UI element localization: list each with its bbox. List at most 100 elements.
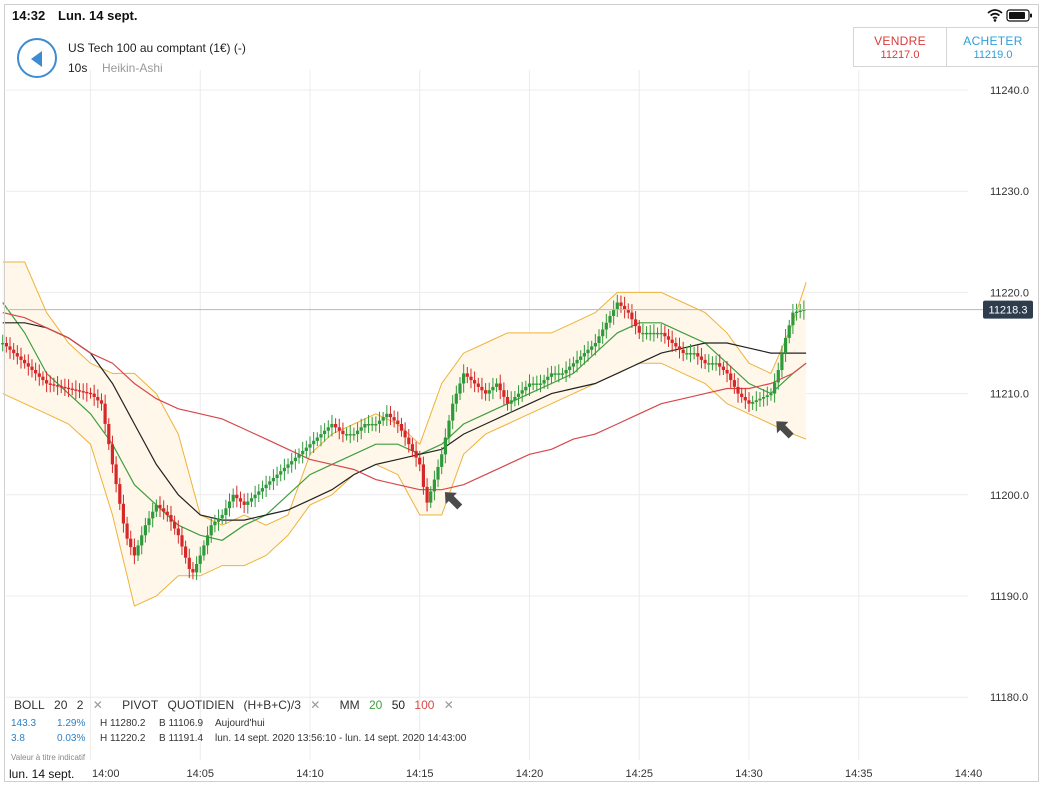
candle-body — [96, 397, 100, 401]
candle-body — [132, 547, 136, 556]
candle-body — [531, 383, 535, 385]
candle-body — [784, 337, 788, 354]
candle-body — [352, 434, 356, 436]
candle-body — [410, 444, 414, 451]
candle-body — [571, 363, 575, 367]
candle-body — [685, 353, 689, 355]
candle-body — [710, 363, 714, 365]
timeframe-selector[interactable]: 10s — [68, 61, 88, 75]
candle-body — [246, 501, 250, 505]
candle-body — [392, 417, 396, 421]
info-high: H 11220.2 — [100, 733, 146, 744]
candle-body — [151, 511, 155, 519]
candle-body — [436, 467, 440, 480]
candle-body — [388, 413, 393, 418]
candle-body — [692, 353, 696, 355]
candle-body — [403, 430, 407, 438]
candle-body — [74, 389, 78, 391]
status-date: Lun. 14 sept. — [58, 8, 138, 23]
candle-body — [776, 370, 780, 383]
candle-body — [121, 503, 125, 524]
candle-body — [582, 353, 586, 357]
candle-body — [180, 535, 184, 547]
back-button[interactable] — [17, 38, 57, 78]
candle-body — [762, 397, 766, 399]
candle-body — [56, 385, 60, 387]
candle-body — [612, 309, 616, 316]
instrument-title: US Tech 100 au comptant (1€) (-) — [68, 41, 246, 55]
status-time: 14:32 — [12, 8, 46, 23]
candle-body — [688, 353, 693, 355]
candle-body — [184, 546, 188, 558]
candle-body — [48, 383, 52, 385]
remove-pivot-close-icon[interactable]: ✕ — [310, 698, 321, 712]
candle-body — [162, 508, 166, 512]
candle-body — [509, 400, 513, 404]
candle-body — [520, 390, 524, 394]
candle-body — [553, 373, 557, 375]
x-tick-label: 14:35 — [845, 768, 873, 780]
candle-body — [63, 386, 67, 389]
candle-body — [524, 386, 528, 391]
status-bar: 14:32 Lun. 14 sept. — [0, 0, 1047, 30]
candle-body — [202, 545, 206, 556]
candle-body — [707, 363, 711, 365]
candle-body — [319, 434, 323, 438]
candle-body — [304, 447, 308, 451]
candle-body — [740, 393, 744, 397]
candle-body — [297, 454, 301, 458]
candle-body — [23, 359, 27, 364]
candle-body — [34, 370, 38, 374]
buy-button[interactable]: ACHETER 11219.0 — [947, 28, 1039, 66]
candle-body — [429, 491, 433, 503]
mm-50: 50 — [391, 698, 406, 712]
candle-body — [736, 386, 740, 394]
candle-body — [140, 535, 144, 546]
candle-body — [480, 386, 484, 391]
candle-body — [169, 515, 173, 522]
candle-body — [238, 498, 243, 502]
sell-button[interactable]: VENDRE 11217.0 — [854, 28, 947, 66]
candle-body — [330, 424, 334, 428]
candle-body — [264, 484, 268, 489]
candle-body — [282, 467, 286, 472]
candle-body — [516, 393, 521, 397]
candle-body — [491, 386, 495, 391]
remove-mm-close-icon[interactable]: ✕ — [443, 698, 454, 712]
candle-body — [597, 336, 601, 343]
candle-body — [385, 413, 389, 418]
current-price-label: 11218.3 — [989, 305, 1028, 317]
candle-body — [125, 523, 129, 539]
pivot-label[interactable]: PIVOT — [122, 698, 159, 712]
arrow-icon — [444, 492, 463, 510]
candle-body — [421, 464, 425, 487]
candle-body — [747, 400, 751, 404]
y-tick-label: 11230.0 — [990, 186, 1029, 198]
remove-boll-close-icon[interactable]: ✕ — [92, 698, 103, 712]
candle-body — [209, 525, 213, 536]
candle-body — [187, 557, 191, 569]
candle-body — [487, 390, 491, 394]
candle-body — [345, 434, 349, 436]
x-tick-label: 14:00 — [92, 768, 120, 780]
candle-body — [465, 373, 469, 377]
candle-body — [118, 484, 122, 504]
candle-body — [396, 420, 400, 424]
candle-body — [110, 444, 114, 465]
candle-body — [374, 424, 378, 426]
mm-label[interactable]: MM — [339, 698, 360, 712]
candle-body — [370, 424, 374, 426]
candle-body — [787, 325, 791, 338]
candle-body — [502, 390, 506, 397]
boll-label[interactable]: BOLL — [14, 698, 45, 712]
sell-label: VENDRE — [874, 34, 926, 48]
mm100-line — [2, 312, 807, 491]
candle-body — [52, 384, 56, 386]
chart-type-selector[interactable]: Heikin-Ashi — [102, 61, 163, 75]
candle-body — [681, 349, 685, 354]
disclaimer: Valeur à titre indicatif — [11, 753, 86, 762]
candle-body — [173, 521, 177, 529]
boll-param-dev: 2 — [76, 698, 84, 712]
